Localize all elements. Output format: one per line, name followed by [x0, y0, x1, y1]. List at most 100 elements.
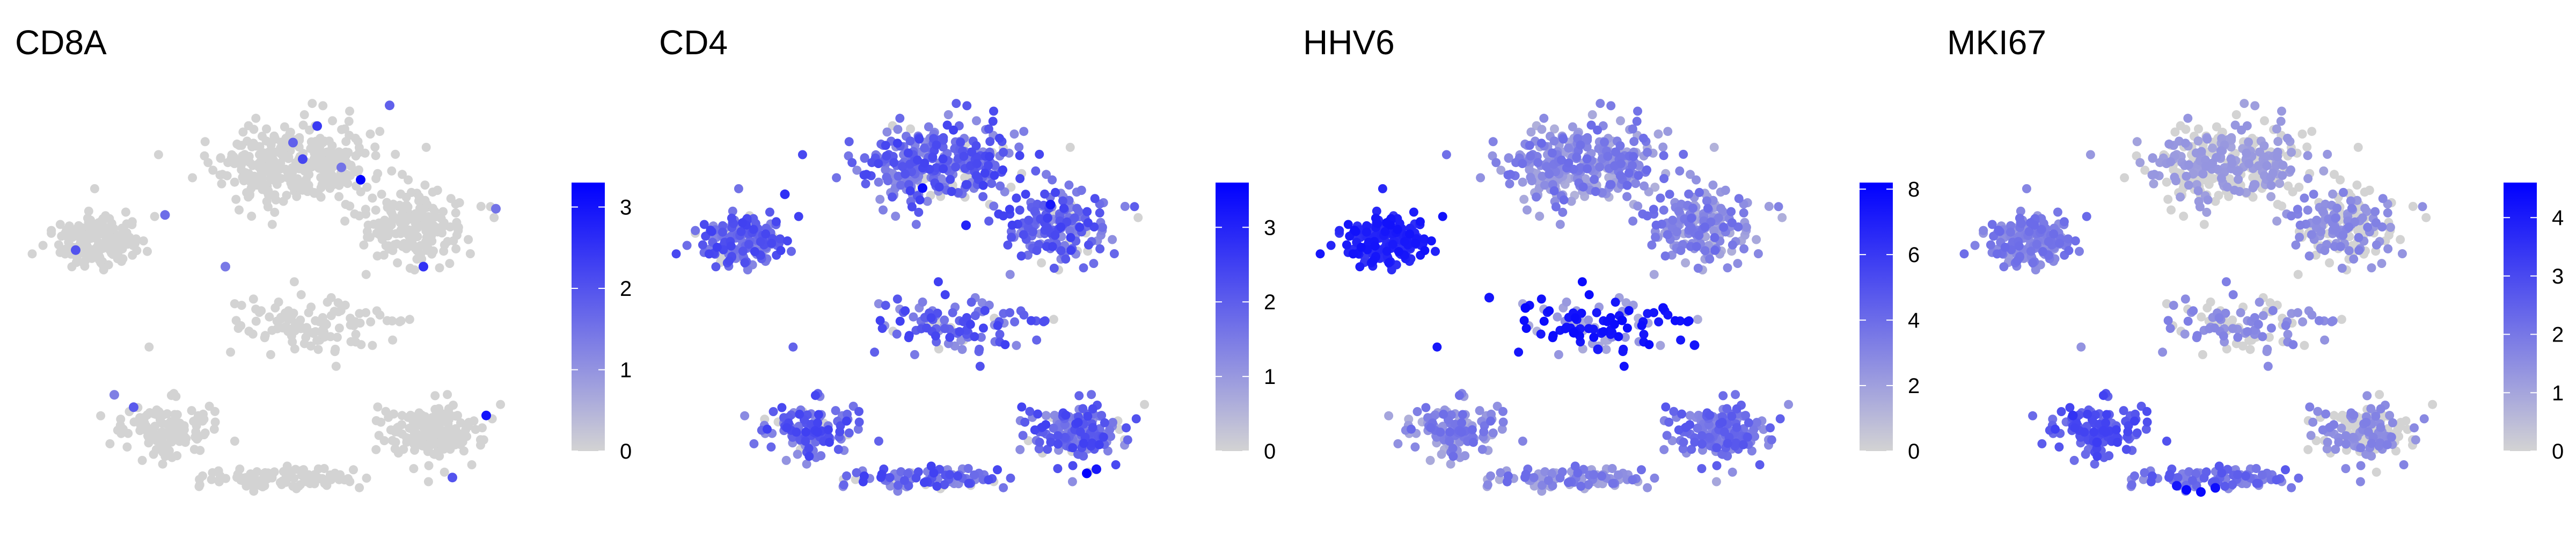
- colorbar-tick-label: 1: [1264, 365, 1276, 389]
- cell-point: [1693, 423, 1702, 433]
- cell-point: [2250, 101, 2260, 111]
- cell-point: [478, 423, 487, 433]
- cell-point: [292, 192, 302, 201]
- cell-point: [1741, 411, 1751, 420]
- cell-point: [1032, 246, 1042, 255]
- cell-point: [1987, 220, 1997, 229]
- cell-point: [255, 150, 264, 159]
- cell-point: [1049, 264, 1059, 273]
- cell-point: [1108, 235, 1117, 244]
- cell-point: [355, 483, 364, 492]
- cell-point: [2272, 124, 2281, 134]
- cell-point: [1387, 265, 1396, 274]
- cell-point: [316, 173, 326, 182]
- cell-point: [1681, 258, 1690, 267]
- cell-point: [251, 113, 261, 123]
- cell-point: [2305, 402, 2315, 412]
- cell-point: [144, 342, 154, 352]
- cell-point: [320, 165, 330, 175]
- cell-point: [409, 464, 419, 474]
- cell-point: [956, 137, 965, 147]
- cell-point: [2244, 137, 2253, 147]
- cell-point: [905, 136, 915, 146]
- cell-point: [318, 330, 327, 339]
- cell-point: [1393, 224, 1402, 234]
- cell-point: [971, 141, 981, 150]
- cell-point: [137, 455, 147, 465]
- cell-point-highlight: [1082, 468, 1092, 478]
- cell-point: [1123, 435, 1132, 445]
- cell-point: [2268, 168, 2278, 178]
- cell-point: [1643, 211, 1652, 221]
- cell-point: [2183, 316, 2193, 326]
- cell-point: [1621, 298, 1631, 308]
- cell-point: [439, 218, 449, 228]
- colorbar: [1860, 183, 1893, 451]
- cell-point: [1539, 316, 1549, 326]
- cell-point: [2387, 432, 2396, 442]
- colorbar: [572, 183, 605, 451]
- cell-point-highlight: [1689, 340, 1700, 350]
- cell-point: [726, 241, 736, 251]
- cell-point: [2376, 423, 2385, 432]
- cell-point: [2245, 345, 2255, 354]
- cell-point: [1079, 439, 1088, 448]
- cell-point: [1619, 344, 1628, 354]
- cell-point: [262, 154, 272, 163]
- cell-point: [2371, 411, 2381, 421]
- cell-point: [2149, 179, 2158, 188]
- cell-point: [1411, 238, 1421, 248]
- cell-point: [874, 159, 883, 169]
- cell-point: [969, 470, 979, 480]
- cell-point: [456, 418, 465, 427]
- cell-point: [2162, 299, 2171, 309]
- cell-point: [1017, 402, 1027, 412]
- cell-point: [349, 321, 358, 330]
- cell-point: [333, 298, 343, 308]
- cell-point: [1628, 124, 1637, 134]
- cell-point: [835, 427, 845, 437]
- cell-point: [2217, 468, 2227, 478]
- cell-point: [1372, 206, 1381, 216]
- cell-point: [346, 314, 355, 323]
- cell-point: [2131, 409, 2140, 419]
- cell-point: [2356, 443, 2366, 453]
- cell-point: [1050, 230, 1060, 240]
- cell-point: [945, 332, 955, 342]
- cell-point: [292, 174, 302, 184]
- cell-point: [1567, 197, 1576, 206]
- cell-point: [961, 180, 971, 190]
- cell-point: [1056, 222, 1066, 232]
- cell-point: [940, 324, 949, 333]
- cell-point: [1628, 216, 1638, 226]
- cell-point: [1536, 329, 1546, 339]
- cell-point: [238, 127, 248, 137]
- cell-point: [2165, 324, 2175, 333]
- cell-point: [1659, 151, 1668, 161]
- cell-point: [933, 308, 942, 318]
- cell-point: [2281, 465, 2290, 475]
- cell-point: [2242, 148, 2251, 158]
- cell-point: [1067, 477, 1077, 487]
- cell-point: [81, 233, 91, 243]
- cell-point: [2273, 152, 2282, 161]
- cell-point: [2421, 213, 2431, 222]
- cell-point: [251, 316, 261, 326]
- cell-point: [216, 154, 225, 163]
- cell-point: [2038, 247, 2047, 256]
- cell-point: [1727, 218, 1737, 228]
- cell-point: [426, 425, 436, 434]
- cell-point: [1068, 461, 1078, 470]
- cell-point: [105, 439, 115, 448]
- cell-point: [1526, 172, 1535, 182]
- cell-point: [1650, 473, 1659, 483]
- cell-point: [247, 212, 257, 221]
- cell-point: [891, 212, 901, 221]
- cell-point: [1651, 220, 1661, 230]
- cell-point: [756, 237, 765, 246]
- cell-point: [1731, 390, 1740, 400]
- cell-point: [323, 297, 332, 307]
- cell-point: [296, 290, 306, 300]
- cell-point: [1686, 223, 1696, 233]
- cell-point: [1062, 217, 1072, 227]
